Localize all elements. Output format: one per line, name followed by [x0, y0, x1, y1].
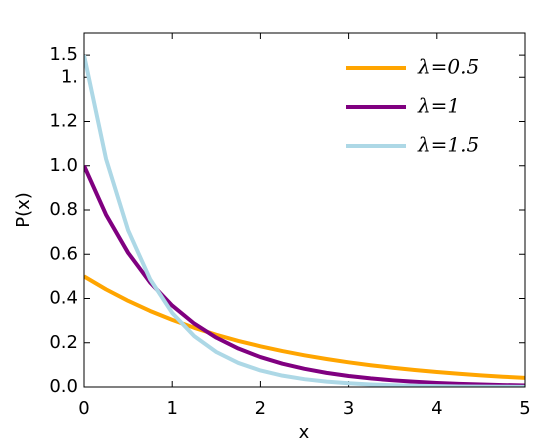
- y-tick-label: 1.2: [49, 111, 78, 132]
- legend-label: λ=1.5: [417, 133, 479, 157]
- y-tick-label: 0.8: [49, 199, 78, 220]
- line-series: [84, 54, 525, 387]
- legend-label: λ=0.5: [417, 55, 479, 79]
- x-tick-label: 5: [519, 398, 530, 419]
- y-tick-label: 0.2: [49, 332, 78, 353]
- y-tick-label: 0.0: [49, 376, 78, 397]
- y-tick-label: 0.4: [49, 288, 78, 309]
- x-tick-label: 1: [166, 398, 177, 419]
- x-tick-label: 2: [255, 398, 266, 419]
- y-tick-label: 0.6: [49, 243, 78, 264]
- y-axis-label: P(x): [13, 192, 34, 228]
- x-tick-label: 0: [78, 398, 89, 419]
- y-tick-label: 1.0: [49, 155, 78, 176]
- x-tick-label: 4: [431, 398, 442, 419]
- plot-frame: [83, 32, 526, 388]
- y-tick-label: 1.5: [49, 44, 78, 65]
- y-tick-label: 1.: [61, 66, 78, 87]
- legend-label: λ=1: [417, 94, 460, 118]
- x-tick-label: 3: [343, 398, 354, 419]
- line-series: [84, 274, 525, 380]
- x-axis-label: x: [299, 422, 310, 443]
